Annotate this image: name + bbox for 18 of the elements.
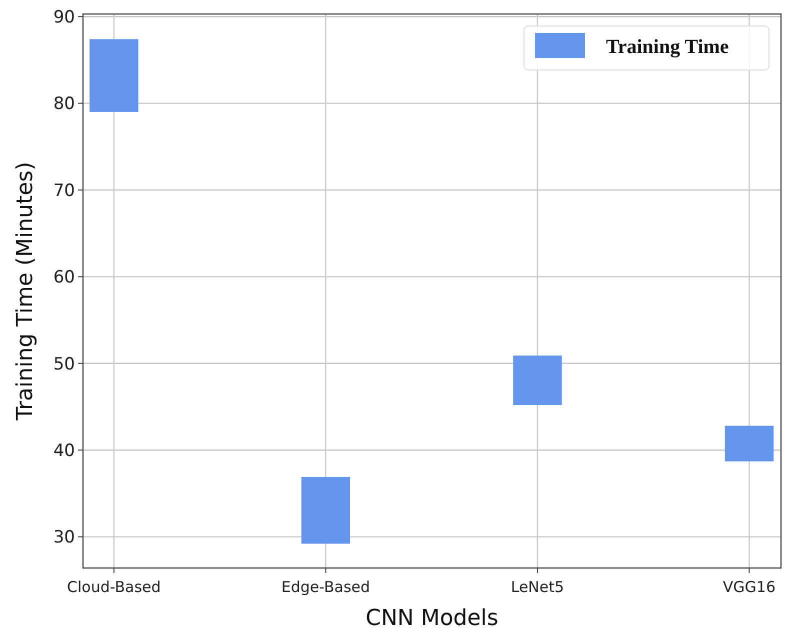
y-tick-label: 80 <box>53 94 75 114</box>
x-tick-label: LeNet5 <box>510 578 564 596</box>
x-tick-label: Cloud-Based <box>67 578 161 596</box>
x-tick-label: Edge-Based <box>281 578 370 596</box>
y-tick-label: 40 <box>53 441 75 462</box>
y-tick-label: 60 <box>53 268 75 288</box>
y-tick-label: 90 <box>53 8 75 28</box>
bar <box>724 426 774 462</box>
y-tick-label: 70 <box>53 180 75 201</box>
bar <box>90 39 138 112</box>
x-axis-title: CNN Models <box>366 606 498 631</box>
y-tick-label: 30 <box>53 528 75 548</box>
bar <box>301 476 350 544</box>
y-axis-title: Training Time (Minutes) <box>13 162 38 422</box>
x-tick-label: VGG16 <box>722 578 776 596</box>
bar <box>513 356 562 406</box>
legend-label: Training Time <box>606 36 729 58</box>
y-tick-label: 50 <box>53 354 75 374</box>
